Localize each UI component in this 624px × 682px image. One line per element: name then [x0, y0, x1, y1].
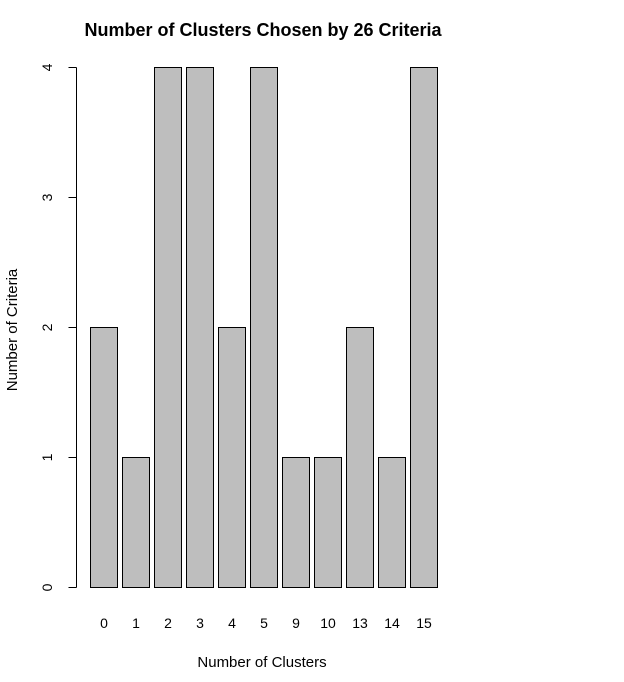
bar-3 — [186, 67, 214, 588]
y-tick-label: 4 — [39, 63, 55, 71]
bar-10 — [314, 457, 342, 588]
x-tick-label: 14 — [384, 615, 400, 631]
y-tick-label: 3 — [39, 193, 55, 201]
bar-14 — [378, 457, 406, 588]
bar-4 — [218, 327, 246, 588]
x-axis-label: Number of Clusters — [197, 654, 326, 671]
bar-1 — [122, 457, 150, 588]
x-tick-label: 4 — [228, 615, 236, 631]
bar-15 — [410, 67, 438, 588]
x-tick-label: 13 — [352, 615, 368, 631]
y-axis: 0 1 2 3 4 — [39, 63, 77, 591]
bars-layer — [90, 67, 438, 588]
x-axis-tick-labels: 0 1 2 3 4 5 9 10 13 14 15 — [100, 615, 432, 631]
x-tick-label: 2 — [164, 615, 172, 631]
y-tick-label: 2 — [39, 323, 55, 331]
chart-title: Number of Clusters Chosen by 26 Criteria — [84, 20, 442, 40]
x-tick-label: 15 — [416, 615, 432, 631]
x-tick-label: 9 — [292, 615, 300, 631]
bar-0 — [90, 327, 118, 588]
bar-2 — [154, 67, 182, 588]
y-axis-label: Number of Criteria — [4, 268, 21, 391]
x-tick-label: 3 — [196, 615, 204, 631]
y-tick-label: 0 — [39, 583, 55, 591]
y-tick-label: 1 — [39, 453, 55, 461]
x-tick-label: 5 — [260, 615, 268, 631]
bar-13 — [346, 327, 374, 588]
x-tick-label: 0 — [100, 615, 108, 631]
bar-9 — [282, 457, 310, 588]
bar-5 — [250, 67, 278, 588]
x-tick-label: 1 — [132, 615, 140, 631]
x-tick-label: 10 — [320, 615, 336, 631]
